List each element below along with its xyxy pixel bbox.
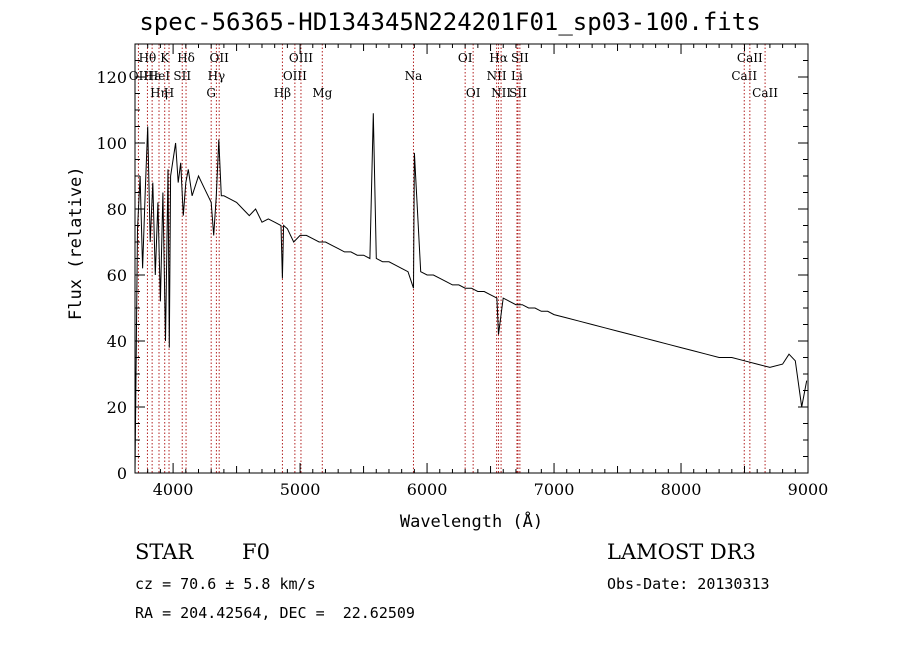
survey-name: LAMOST DR3 — [607, 540, 756, 564]
line-marker-label: SII — [511, 51, 529, 65]
chart-title: spec-56365-HD134345N224201F01_sp03-100.f… — [139, 8, 761, 36]
line-marker-label: CaII — [731, 69, 757, 83]
y-tick-label: 60 — [107, 266, 127, 285]
line-marker-label: OIII — [289, 51, 313, 65]
plot-frame — [134, 43, 809, 474]
line-marker-label: G — [206, 86, 216, 100]
line-marker-label: Mg — [312, 86, 332, 100]
x-tick-label: 5000 — [280, 480, 321, 499]
spectrum-line — [134, 113, 808, 474]
line-marker-label: H — [164, 86, 174, 100]
line-marker-label: K — [160, 51, 170, 65]
object-subclass: F0 — [242, 540, 270, 564]
line-marker-label: OII — [129, 69, 149, 83]
line-marker-label: HeI — [148, 69, 171, 83]
line-marker-label: NII — [491, 86, 511, 100]
y-tick-label: 100 — [96, 134, 127, 153]
object-class: STAR — [135, 540, 194, 564]
line-marker-label: Hε — [144, 69, 161, 83]
line-marker-label: OIII — [283, 69, 307, 83]
line-marker-label: Hα — [489, 51, 508, 65]
y-tick-label: 20 — [107, 398, 127, 417]
line-marker-label: OI — [466, 86, 481, 100]
line-marker-label: Li — [511, 69, 523, 83]
line-marker-label: CaII — [737, 51, 763, 65]
redshift-cz: cz = 70.6 ± 5.8 km/s — [135, 575, 316, 593]
line-marker-label: CaII — [752, 86, 778, 100]
x-tick-label: 7000 — [534, 480, 575, 499]
line-marker-label: Hγ — [208, 69, 226, 83]
line-marker-label: SII — [173, 69, 191, 83]
x-tick-label: 6000 — [407, 480, 448, 499]
coordinates: RA = 204.42564, DEC = 22.62509 — [135, 604, 415, 622]
line-marker-label: Hδ — [177, 51, 195, 65]
line-marker-label: NII — [487, 69, 507, 83]
x-tick-label: 9000 — [788, 480, 829, 499]
line-marker-label: Hβ — [274, 86, 291, 100]
line-marker-label: Hθ — [139, 51, 157, 65]
y-tick-label: 80 — [107, 200, 127, 219]
x-axis-label: Wavelength (Å) — [399, 512, 544, 532]
line-marker-label: OII — [210, 51, 230, 65]
line-marker-label: Na — [405, 69, 423, 83]
y-tick-label: 40 — [107, 332, 127, 351]
y-tick-label: 0 — [117, 464, 127, 483]
y-tick-label: 120 — [96, 68, 127, 87]
line-marker-label: OI — [458, 51, 473, 65]
line-marker-label: SII — [509, 86, 527, 100]
obs-date: Obs-Date: 20130313 — [607, 575, 770, 593]
x-tick-label: 4000 — [153, 480, 194, 499]
x-tick-label: 8000 — [661, 480, 702, 499]
